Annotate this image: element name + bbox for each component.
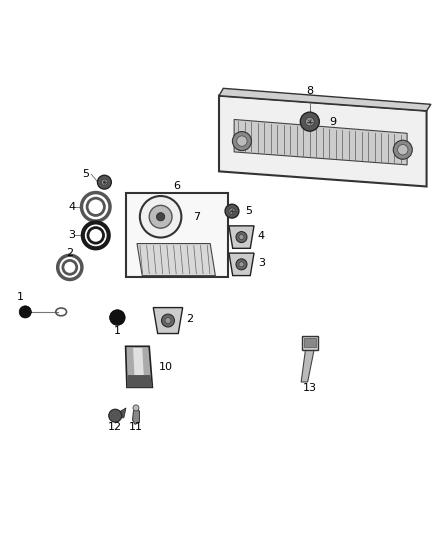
Text: 2: 2 [66,248,74,257]
Circle shape [239,235,244,240]
Circle shape [306,117,314,126]
Circle shape [398,144,408,155]
Circle shape [98,175,111,189]
Polygon shape [153,308,183,334]
Circle shape [225,204,239,218]
Circle shape [140,196,181,238]
Polygon shape [133,406,139,424]
Circle shape [236,231,247,243]
Circle shape [300,112,319,131]
Circle shape [149,205,172,228]
Text: 4: 4 [68,202,75,212]
Polygon shape [301,350,314,382]
Circle shape [165,318,171,324]
Circle shape [233,132,251,151]
Bar [304,338,316,348]
Circle shape [133,405,139,411]
Circle shape [229,208,235,214]
Polygon shape [137,244,215,276]
Polygon shape [229,226,254,248]
Circle shape [109,409,122,422]
Text: 4: 4 [258,231,265,241]
Polygon shape [219,88,431,111]
Text: 6: 6 [173,182,180,191]
Text: 8: 8 [306,86,313,96]
Circle shape [110,310,125,325]
Circle shape [156,213,165,221]
Circle shape [236,259,247,270]
Text: 9: 9 [329,117,336,127]
Circle shape [101,179,107,185]
Bar [302,336,318,350]
Text: 10: 10 [159,362,173,372]
Polygon shape [219,96,427,187]
Circle shape [239,262,244,267]
Text: 2: 2 [187,314,194,324]
Polygon shape [127,375,152,387]
Circle shape [162,314,174,327]
Text: 13: 13 [303,383,317,393]
Polygon shape [126,346,152,387]
Text: 1: 1 [114,326,121,335]
Circle shape [237,136,247,146]
Text: 12: 12 [108,422,122,432]
Text: 3: 3 [258,259,265,269]
Bar [126,193,228,277]
Text: 3: 3 [68,230,75,240]
Polygon shape [133,348,145,386]
Text: 11: 11 [129,422,143,432]
Polygon shape [229,253,254,276]
Circle shape [19,306,32,318]
Text: 5: 5 [245,206,252,216]
Polygon shape [234,119,407,165]
Circle shape [393,140,412,159]
Text: 5: 5 [82,168,89,179]
Polygon shape [119,408,126,418]
Text: 7: 7 [193,212,200,222]
Text: 1: 1 [17,292,24,302]
